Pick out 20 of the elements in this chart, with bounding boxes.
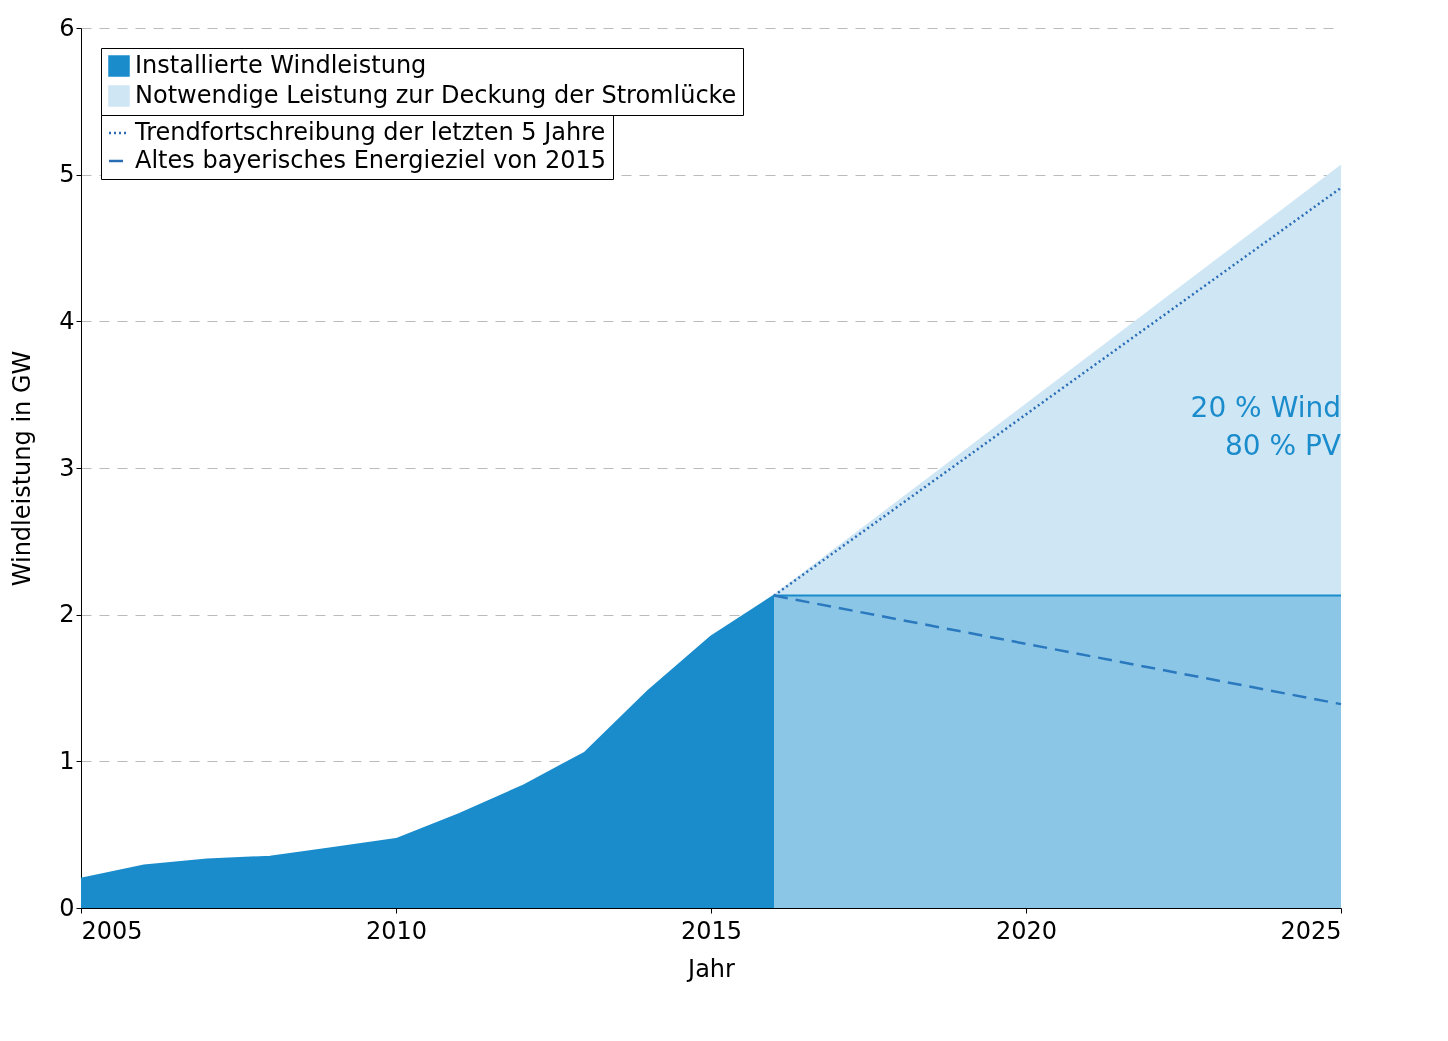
y-tick-label: 2 (59, 600, 75, 629)
y-axis-title: Windleistung in GW (8, 350, 37, 587)
x-axis-title: Jahr (686, 954, 736, 983)
y-tick-label: 5 (59, 160, 75, 189)
x-tick-label: 2025 (1280, 916, 1342, 945)
x-tick-label: 2015 (680, 916, 743, 945)
legend-label: Altes bayerisches Energieziel von 2015 (135, 146, 607, 174)
y-tick-label: 3 (59, 453, 75, 482)
x-tick-label: 2010 (365, 916, 428, 945)
legend-label: Trendfortschreibung der letzten 5 Jahre (134, 118, 606, 146)
y-tick-label: 1 (59, 746, 75, 775)
legend-label: Installierte Windleistung (135, 51, 427, 79)
annotation: 80 % PV (1224, 429, 1341, 463)
legend-label: Notwendige Leistung zur Deckung der Stromlücke (135, 81, 737, 109)
y-tick-label: 4 (59, 306, 75, 335)
y-tick-label: 6 (59, 13, 75, 42)
annotation: 20 % Wind (1190, 391, 1341, 425)
x-tick-label: 2005 (81, 916, 143, 945)
x-tick-label: 2020 (995, 916, 1058, 945)
y-tick-label: 0 (59, 893, 75, 922)
